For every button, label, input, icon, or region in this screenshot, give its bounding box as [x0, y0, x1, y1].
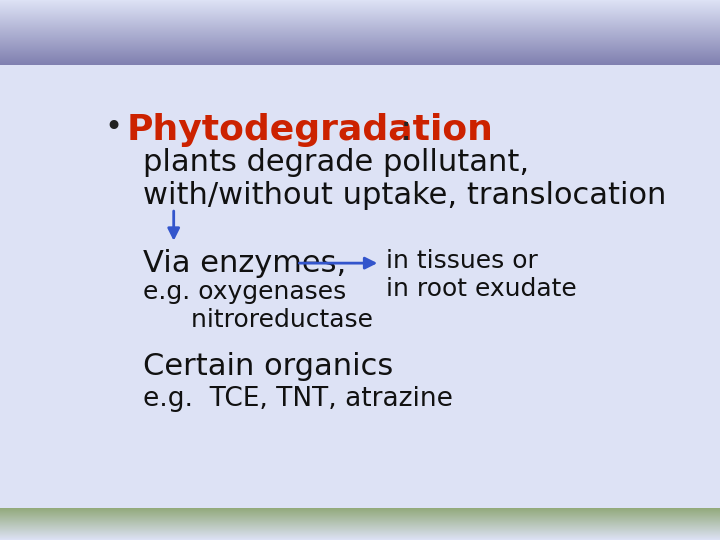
Text: in tissues or: in tissues or — [386, 248, 538, 273]
Text: •: • — [104, 113, 122, 141]
Text: e.g. oxygenases: e.g. oxygenases — [143, 280, 346, 304]
Text: e.g.  TCE, TNT, atrazine: e.g. TCE, TNT, atrazine — [143, 386, 453, 412]
Text: Certain organics: Certain organics — [143, 352, 393, 381]
Text: Phytodegradation: Phytodegradation — [126, 113, 493, 147]
Text: with/without uptake, translocation: with/without uptake, translocation — [143, 181, 667, 210]
Text: Via enzymes,: Via enzymes, — [143, 248, 346, 278]
Text: nitroreductase: nitroreductase — [143, 308, 373, 332]
Text: plants degrade pollutant,: plants degrade pollutant, — [143, 148, 529, 177]
Text: :: : — [400, 113, 412, 147]
Text: in root exudate: in root exudate — [386, 277, 577, 301]
